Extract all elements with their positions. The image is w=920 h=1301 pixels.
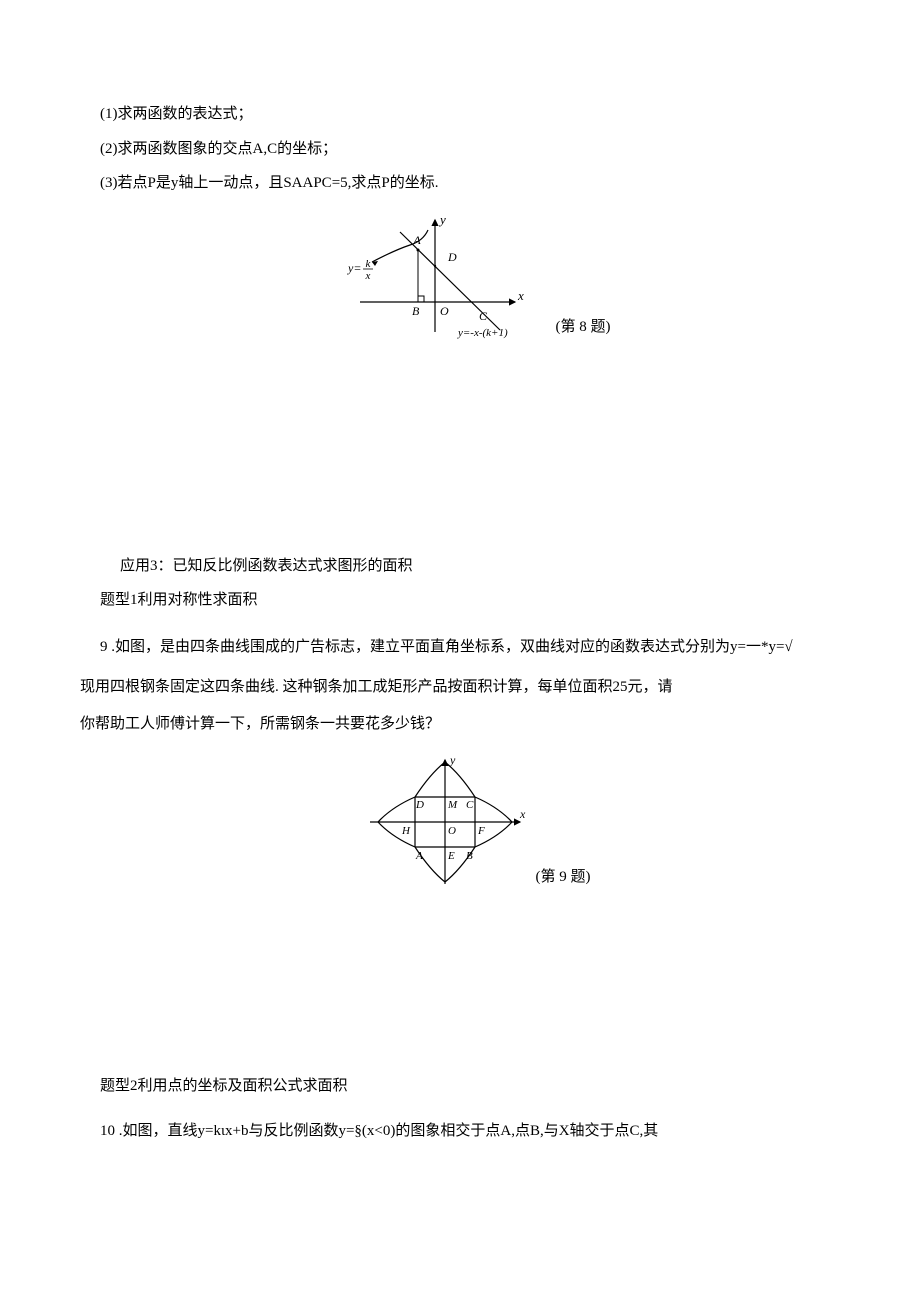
fig9-label-H: H: [401, 825, 411, 837]
fig9-label-x: x: [519, 807, 526, 821]
fig8-label-O: O: [440, 304, 449, 318]
figure-8-wrap: y x A B O D C y= k x y=-x-(k+1) (第 8 题): [80, 212, 870, 342]
fig8-label-B: B: [412, 304, 420, 318]
q8-part3: (3)若点P是y轴上一动点，且SAAPC=5,求点P的坐标.: [80, 169, 870, 198]
figure-8-svg: y x A B O D C y= k x y=-x-(k+1): [340, 212, 550, 342]
spacer-mini: [80, 621, 870, 629]
spacer-mini2: [80, 1107, 870, 1117]
fig9-label-A: A: [415, 850, 423, 862]
figure-8-caption: (第 8 题): [556, 315, 611, 342]
figure-9-caption: (第 9 题): [536, 865, 591, 892]
fig8-label-C: C: [479, 309, 488, 323]
figure-9-wrap: y x D M C H O F A E B (第 9 题): [80, 752, 870, 892]
fig9-label-M: M: [447, 799, 458, 811]
topic-type-1: 题型1利用对称性求面积: [80, 586, 870, 615]
spacer-1: [80, 372, 870, 552]
fig9-label-B: B: [466, 850, 473, 862]
svg-text:k: k: [365, 258, 371, 270]
fig9-label-D: D: [415, 799, 424, 811]
fig8-label-y: y: [438, 212, 446, 227]
fig8-eq2: y=-x-(k+1): [457, 327, 508, 339]
q8-part1: (1)求两函数的表达式；: [80, 100, 870, 129]
fig9-label-y: y: [449, 753, 456, 767]
spacer-2: [80, 922, 870, 1072]
application-3-heading: 应用3：已知反比例函数表达式求图形的面积: [80, 552, 870, 581]
figure-9-inner: y x D M C H O F A E B (第 9 题): [360, 752, 591, 892]
svg-text:x: x: [364, 270, 370, 282]
fig8-label-D: D: [447, 250, 457, 264]
page-root: (1)求两函数的表达式； (2)求两函数图象的交点A,C的坐标； (3)若点P是…: [0, 0, 920, 1301]
figure-8-inner: y x A B O D C y= k x y=-x-(k+1) (第 8 题): [340, 212, 611, 342]
fig9-label-C: C: [466, 799, 474, 811]
q9-line-c: 你帮助工人师傅计算一下，所需钢条一共要花多少钱？: [80, 710, 870, 739]
q10-line: 10 .如图，直线y=kιx+b与反比例函数y=§(x<0)的图象相交于点A,点…: [80, 1117, 870, 1146]
q9-line-a: 9 .如图，是由四条曲线围成的广告标志，建立平面直角坐标系，双曲线对应的函数表达…: [80, 629, 870, 665]
fig8-eq1-y: y=: [347, 261, 361, 275]
topic-type-2: 题型2利用点的坐标及面积公式求面积: [80, 1072, 870, 1101]
fig8-label-A: A: [412, 233, 421, 247]
q8-part2: (2)求两函数图象的交点A,C的坐标；: [80, 135, 870, 164]
fig9-label-E: E: [447, 850, 455, 862]
fig9-label-O: O: [448, 825, 456, 837]
q9-line-b: 现用四根钢条固定这四条曲线. 这种钢条加工成矩形产品按面积计算，每单位面积25元…: [80, 671, 870, 704]
fig9-label-F: F: [477, 825, 485, 837]
fig8-label-x: x: [517, 288, 524, 303]
figure-9-svg: y x D M C H O F A E B: [360, 752, 530, 892]
